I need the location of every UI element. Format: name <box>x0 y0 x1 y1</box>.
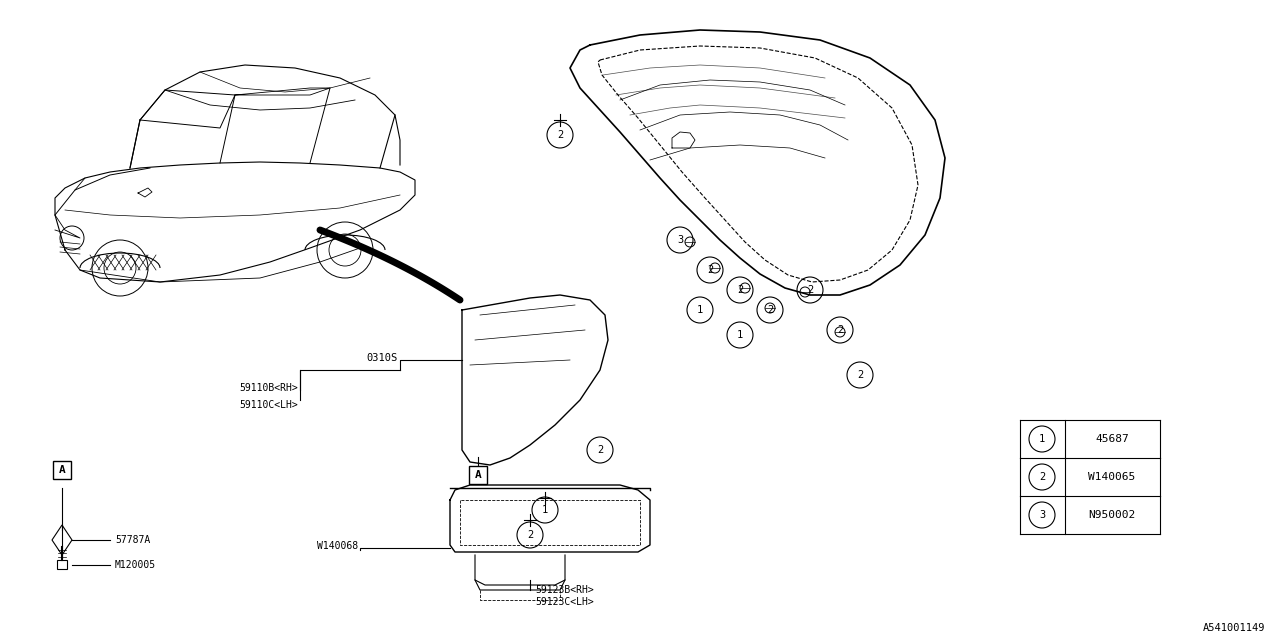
Text: 2: 2 <box>837 325 844 335</box>
Text: 45687: 45687 <box>1096 434 1129 444</box>
Text: A: A <box>475 470 481 480</box>
Text: 2: 2 <box>856 370 863 380</box>
Text: 1: 1 <box>1039 434 1046 444</box>
Text: 2: 2 <box>1039 472 1046 482</box>
Text: 59123B<RH>: 59123B<RH> <box>535 585 594 595</box>
Text: W140065: W140065 <box>1088 472 1135 482</box>
Text: 2: 2 <box>557 130 563 140</box>
Text: 2: 2 <box>737 285 744 295</box>
Bar <box>58 560 67 569</box>
Text: 3: 3 <box>1039 510 1046 520</box>
Bar <box>468 466 486 484</box>
Text: 0310S: 0310S <box>367 353 398 363</box>
Text: W140068: W140068 <box>317 541 358 551</box>
Text: 1: 1 <box>541 505 548 515</box>
Text: 2: 2 <box>806 285 813 295</box>
Text: 59123C<LH>: 59123C<LH> <box>535 597 594 607</box>
Text: 2: 2 <box>527 530 534 540</box>
Text: 59110B<RH>: 59110B<RH> <box>239 383 298 393</box>
Text: 2: 2 <box>596 445 603 455</box>
Text: M120005: M120005 <box>115 560 156 570</box>
Text: A541001149: A541001149 <box>1202 623 1265 633</box>
Text: 3: 3 <box>677 235 684 245</box>
Text: 57787A: 57787A <box>115 535 150 545</box>
Text: N950002: N950002 <box>1088 510 1135 520</box>
Text: 2: 2 <box>707 265 713 275</box>
Text: 2: 2 <box>767 305 773 315</box>
Text: 1: 1 <box>737 330 744 340</box>
Text: 59110C<LH>: 59110C<LH> <box>239 400 298 410</box>
Text: A: A <box>59 465 65 475</box>
Text: 1: 1 <box>696 305 703 315</box>
Bar <box>52 461 70 479</box>
